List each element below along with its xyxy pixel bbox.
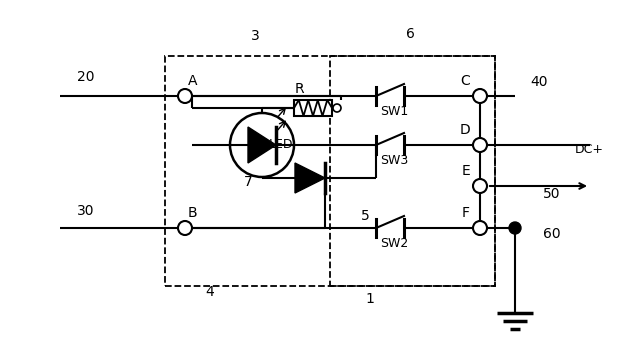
Text: 20: 20 (77, 70, 95, 84)
Text: 3: 3 (251, 29, 259, 43)
Text: 6: 6 (406, 27, 415, 41)
Text: 50: 50 (543, 187, 561, 201)
Text: C: C (460, 74, 470, 88)
Circle shape (333, 104, 341, 112)
Text: A: A (188, 74, 198, 88)
Circle shape (473, 221, 487, 235)
Polygon shape (248, 127, 276, 163)
Text: 30: 30 (77, 204, 95, 218)
Polygon shape (295, 163, 325, 193)
Text: 4: 4 (205, 285, 214, 299)
Text: 5: 5 (360, 209, 369, 223)
Text: SW2: SW2 (380, 237, 408, 250)
Text: 1: 1 (365, 292, 374, 306)
Text: E: E (461, 164, 470, 178)
Circle shape (473, 179, 487, 193)
Bar (330, 56, 495, 286)
Text: 7: 7 (244, 175, 252, 189)
Text: F: F (462, 206, 470, 220)
Text: 40: 40 (530, 75, 547, 89)
Bar (165, 56, 495, 286)
Circle shape (178, 221, 192, 235)
Text: SW1: SW1 (380, 105, 408, 118)
Circle shape (178, 89, 192, 103)
Text: B: B (188, 206, 198, 220)
Bar (294, 100, 332, 116)
Circle shape (509, 222, 521, 234)
Text: 60: 60 (543, 227, 561, 241)
Text: DC+: DC+ (575, 143, 604, 156)
Circle shape (473, 89, 487, 103)
Text: LED: LED (269, 138, 294, 151)
Text: R: R (294, 82, 304, 96)
Circle shape (473, 138, 487, 152)
Text: SW3: SW3 (380, 154, 408, 167)
Text: D: D (460, 123, 470, 137)
